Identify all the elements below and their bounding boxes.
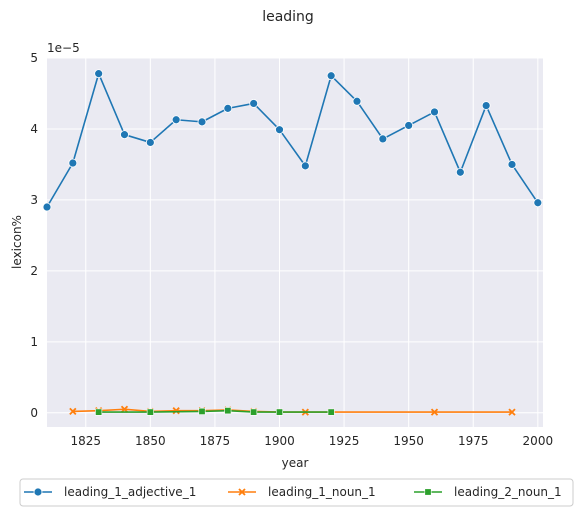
data-point [249, 99, 259, 108]
legend-box [19, 478, 574, 507]
series-leading_2_noun_1 [95, 407, 335, 416]
data-point [378, 134, 388, 144]
series-layer [42, 69, 543, 416]
x-tick-label: 1850 [135, 434, 166, 448]
x-tick-label: 1900 [264, 434, 295, 448]
y-scale-label: 1e−5 [47, 41, 80, 55]
data-point [275, 408, 283, 416]
data-point [146, 408, 154, 416]
grid-layer [47, 57, 543, 427]
legend-marker [238, 488, 246, 496]
plot-area [47, 58, 543, 427]
data-point [250, 408, 258, 416]
data-point [172, 407, 180, 415]
legend-item: leading_1_noun_1 [228, 485, 376, 499]
data-point [198, 407, 206, 415]
legend-item: leading_2_noun_1 [414, 485, 562, 499]
data-point [94, 69, 104, 79]
x-axis-label: year [282, 456, 309, 470]
data-point [533, 198, 543, 208]
x-tick-label: 1825 [70, 434, 101, 448]
data-point [68, 158, 78, 168]
x-tick-label: 1950 [393, 434, 424, 448]
x-tick-label: 1875 [200, 434, 231, 448]
y-tick-label: 0 [30, 406, 38, 420]
y-tick-label: 3 [30, 193, 38, 207]
y-tick-label: 5 [30, 51, 38, 65]
data-point [430, 107, 439, 117]
x-tick-label: 2000 [523, 434, 554, 448]
legend-marker [33, 487, 43, 497]
legend-marker [424, 488, 432, 496]
legend-label: leading_1_adjective_1 [64, 485, 196, 499]
data-point [327, 408, 335, 416]
x-tick-label: 1975 [458, 434, 489, 448]
data-point [352, 96, 362, 106]
series-leading_1_adjective_1 [42, 69, 543, 212]
data-point [197, 117, 207, 127]
data-point [145, 138, 155, 147]
legend-label: leading_1_noun_1 [268, 485, 376, 499]
data-point [171, 115, 181, 125]
data-point [42, 202, 52, 212]
data-point [120, 130, 129, 140]
series-line [46, 72, 539, 208]
data-point [95, 408, 103, 416]
data-point [326, 71, 336, 81]
y-axis-label: lexicon% [10, 215, 24, 269]
y-tick-label: 1 [30, 335, 38, 349]
tick-layer: 1825 1850 1875 1900 1925 1950 1975 2000 0 1 2 3 4 5 [30, 51, 553, 448]
x-tick-label: 1925 [329, 434, 360, 448]
legend: leading_1_adjective_1 leading_1_noun_1 lea… [19, 478, 574, 507]
legend-label: leading_2_noun_1 [454, 485, 562, 499]
data-point [508, 408, 516, 416]
data-point [430, 408, 439, 416]
data-point [300, 161, 310, 171]
data-point [455, 167, 465, 177]
data-point [481, 101, 491, 110]
data-point [275, 125, 284, 135]
y-tick-label: 2 [30, 264, 38, 278]
data-point [120, 405, 129, 413]
data-point [69, 407, 77, 416]
data-point [507, 160, 517, 169]
legend-item: leading_1_adjective_1 [24, 485, 196, 499]
data-point [224, 407, 232, 415]
data-point [404, 121, 414, 130]
data-point [223, 103, 233, 113]
y-tick-label: 4 [30, 122, 38, 136]
chart-title: leading [262, 9, 314, 25]
